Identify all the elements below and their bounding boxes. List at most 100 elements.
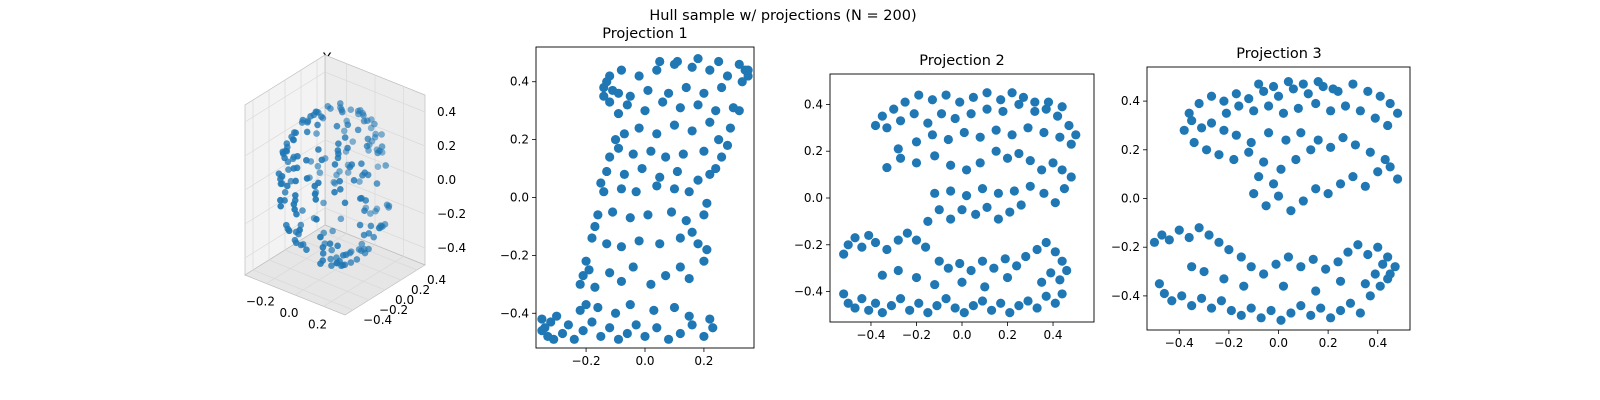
scatter-point <box>977 256 988 266</box>
scatter-point <box>728 103 738 113</box>
grid-line <box>244 207 426 259</box>
scatter-point <box>1184 232 1194 243</box>
scatter-point <box>663 334 674 344</box>
scatter3d-point <box>335 150 342 158</box>
scatter-point <box>714 135 724 145</box>
y-tick-label: −0.2 <box>500 248 529 262</box>
scatter-point <box>1005 308 1015 318</box>
scatter-point <box>655 239 665 249</box>
scatter-point <box>1254 79 1264 89</box>
scatter-point <box>1328 84 1338 94</box>
scatter-point <box>968 301 978 311</box>
scatter-point <box>1385 98 1395 109</box>
scatter-point <box>893 265 903 276</box>
scatter-point <box>982 104 992 114</box>
scatter3d-point <box>360 231 368 239</box>
x-tick-label: 0.0 <box>1269 336 1288 350</box>
grid-line <box>284 80 386 291</box>
scatter3d-point <box>356 178 363 185</box>
scatter-point <box>631 187 641 197</box>
grid-line <box>252 100 354 311</box>
scatter-point <box>616 242 627 252</box>
scatter-point <box>658 97 668 107</box>
scatter-point <box>1348 79 1358 89</box>
scatter3d-point <box>361 207 368 214</box>
scatter-point <box>587 317 597 327</box>
y-tick-label: −0.4 <box>1111 289 1140 303</box>
scatter-point <box>563 320 574 330</box>
scatter-point <box>882 244 892 255</box>
scatter-point <box>923 308 933 318</box>
scatter-point <box>857 294 867 304</box>
scatter-point <box>982 202 992 212</box>
scatter3d-point <box>337 215 345 223</box>
scatter-point <box>1316 303 1326 313</box>
scatter3d-point <box>303 128 311 136</box>
scatter-point <box>1187 115 1197 126</box>
scatter3d-point <box>281 189 289 196</box>
scatter-point <box>675 328 685 339</box>
scatter-point <box>1177 291 1187 301</box>
scatter-point <box>1256 313 1266 323</box>
scatter-point <box>681 216 691 226</box>
scatter-point <box>605 268 615 278</box>
scatter-point <box>1000 254 1010 264</box>
scatter-point <box>843 298 853 308</box>
scatter3d-point <box>285 227 293 235</box>
scatter-point <box>1157 230 1167 240</box>
scatter3d-point <box>337 185 344 193</box>
scatter-point <box>1348 171 1358 182</box>
y-tick-label: −0.4 <box>794 285 823 299</box>
scatter-point <box>877 270 887 280</box>
scatter-point <box>1259 269 1269 279</box>
scatter-point <box>1291 154 1301 165</box>
scatter-point <box>1023 296 1033 306</box>
scatter-point <box>977 296 988 306</box>
scatter3d-point <box>324 103 332 110</box>
scatter-point <box>1375 281 1385 291</box>
scatter-point <box>593 302 603 313</box>
scatter-point <box>575 305 585 315</box>
scatter3d-point <box>278 172 286 180</box>
projection-3-plot: Projection 3 −0.4 −0.2 0.0 0.2 0.4 −0.4 −0.2 0.… <box>1111 46 1411 350</box>
scatter-point <box>708 323 718 333</box>
scatter-point <box>1050 247 1060 257</box>
scatter-point <box>711 163 721 174</box>
scatter-point <box>578 326 588 336</box>
scatter3d-point <box>341 134 349 141</box>
scatter-point <box>991 146 1001 156</box>
scatter-point <box>1005 207 1015 217</box>
scatter-point <box>1268 179 1279 189</box>
scatter3d-point <box>371 120 378 128</box>
projection-1-plot: Projection 1 −0.2 0.0 0.2 −0.4 −0.2 0.0 0.2 0.4 <box>500 26 755 368</box>
scatter-point <box>927 95 938 105</box>
scatter-point <box>886 301 897 311</box>
scatter-point <box>1239 281 1249 291</box>
scatter-point <box>1057 102 1067 112</box>
scatter3d-point <box>333 171 340 179</box>
scatter-point <box>1216 296 1227 306</box>
scatter-point <box>711 106 721 116</box>
scatter-point <box>622 100 632 110</box>
scatter3d-point <box>285 166 292 173</box>
scatter-point <box>655 172 665 182</box>
scatter-point <box>1204 230 1214 240</box>
scatter-point <box>699 210 709 220</box>
scatter-point <box>605 97 615 107</box>
scatter-point <box>1259 86 1269 96</box>
scatter3d-point <box>296 226 303 234</box>
scatter3d-point <box>319 250 327 257</box>
scatter-point <box>1288 84 1298 94</box>
scatter-point <box>900 97 910 107</box>
scatter-point <box>1009 186 1019 196</box>
scatter3d-point <box>349 138 357 145</box>
scatter-point <box>610 135 621 145</box>
scatter-point <box>943 263 953 273</box>
x-tick-label: −0.2 <box>572 354 601 368</box>
scatter-point <box>1030 106 1040 117</box>
y-tick-label: 0.0 <box>804 191 823 205</box>
scatter-point <box>655 56 665 67</box>
scatter3d-point <box>277 180 285 188</box>
plot-frame <box>535 46 755 349</box>
scatter-point <box>1259 157 1269 167</box>
